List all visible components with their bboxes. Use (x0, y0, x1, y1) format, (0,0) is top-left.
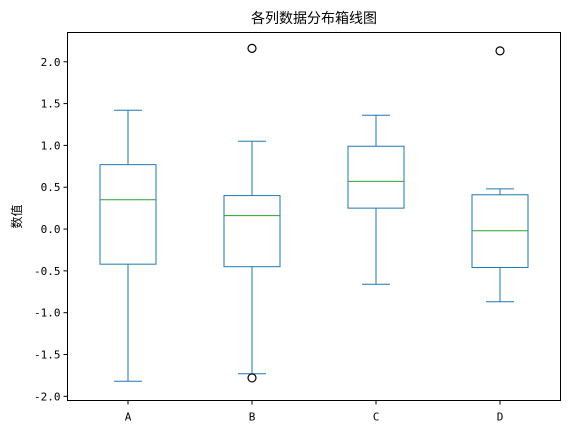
x-tick-label: D (497, 411, 504, 424)
x-axis: A B C D (125, 400, 504, 424)
outlier-point (495, 46, 505, 56)
chart-title: 各列数据分布箱线图 (251, 11, 377, 27)
y-tick-label: 1.5 (41, 98, 61, 111)
y-tick-label: -2.0 (34, 390, 61, 403)
y-tick-label: 2.0 (41, 56, 61, 69)
y-axis-label: 数值 (9, 204, 24, 228)
y-tick-label: -1.5 (34, 349, 61, 362)
x-tick-label: B (249, 411, 256, 424)
y-axis: -2.0 -1.5 -1.0 -0.5 0.0 0.5 1.0 1.5 2.0 (34, 56, 68, 403)
box-series (99, 43, 529, 383)
iqr-box (223, 195, 281, 268)
box-C (347, 114, 405, 285)
box-B (223, 43, 281, 383)
box-A (99, 109, 157, 382)
box-D (471, 46, 529, 303)
outlier-point (247, 373, 257, 383)
iqr-box (99, 164, 157, 265)
x-tick-label: A (125, 411, 132, 424)
y-tick-label: -0.5 (34, 265, 61, 278)
plot-area-frame (67, 32, 561, 401)
y-tick-label: 1.0 (41, 139, 61, 152)
iqr-box (347, 145, 405, 209)
y-tick-label: 0.5 (41, 181, 61, 194)
x-tick-label: C (373, 411, 380, 424)
y-tick-label: -1.0 (34, 307, 61, 320)
y-tick-label: 0.0 (41, 223, 61, 236)
outlier-point (247, 43, 257, 53)
